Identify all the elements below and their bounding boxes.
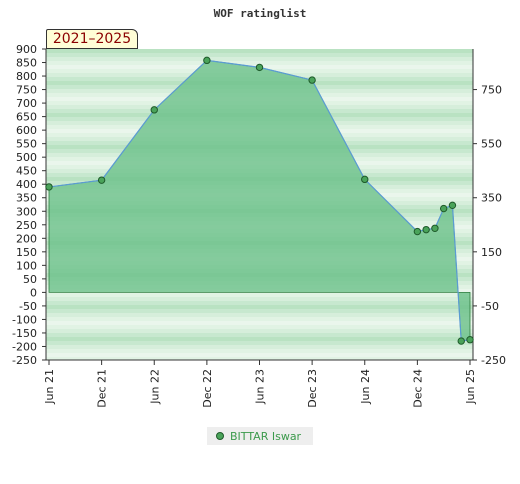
x-tick-label: Dec 22 bbox=[201, 369, 214, 408]
y-left-tick-label: 850 bbox=[16, 57, 37, 70]
data-point bbox=[448, 201, 457, 210]
y-left-tick-label: 900 bbox=[16, 43, 37, 56]
x-tick-label: Jun 21 bbox=[43, 369, 56, 405]
x-tick-label: Jun 24 bbox=[359, 369, 372, 405]
grid-band bbox=[46, 345, 473, 349]
x-tick-label: Jun 23 bbox=[254, 369, 267, 405]
data-point bbox=[466, 336, 474, 344]
x-tick-label: Jun 22 bbox=[148, 369, 161, 405]
period-badge: 2021–2025 bbox=[46, 29, 138, 49]
grid-band bbox=[46, 49, 473, 53]
y-right-tick-label: 550 bbox=[481, 138, 502, 151]
y-right-tick-label: -50 bbox=[481, 300, 499, 313]
grid-band bbox=[46, 305, 473, 309]
grid-band bbox=[46, 321, 473, 325]
y-left-tick-label: 800 bbox=[16, 70, 37, 83]
y-left-tick-label: 750 bbox=[16, 84, 37, 97]
data-point bbox=[431, 224, 439, 232]
y-left-tick-label: 100 bbox=[16, 259, 37, 272]
y-left-tick-label: 600 bbox=[16, 124, 37, 137]
y-right-tick-label: 350 bbox=[481, 192, 502, 205]
y-left-tick-label: 50 bbox=[23, 273, 37, 286]
grid-band bbox=[46, 313, 473, 317]
y-left-tick-label: -250 bbox=[12, 354, 37, 367]
y-left-tick-label: 200 bbox=[16, 232, 37, 245]
grid-band bbox=[46, 337, 473, 341]
grid-band bbox=[46, 297, 473, 301]
data-point bbox=[203, 56, 211, 65]
legend[interactable]: BITTAR Iswar bbox=[207, 427, 313, 445]
grid-band bbox=[46, 293, 473, 297]
y-left-tick-label: 650 bbox=[16, 111, 37, 124]
y-left-tick-label: -50 bbox=[19, 300, 37, 313]
grid-band bbox=[46, 357, 473, 360]
y-axis-right-ticks: 750 550 350 150 -50 -250 bbox=[473, 84, 506, 367]
x-axis-ticks: Jun 21 Dec 21 Jun 22 Dec 22 Jun 23 Dec 23 Jun … bbox=[43, 360, 477, 408]
y-left-tick-label: -100 bbox=[12, 313, 37, 326]
y-left-tick-label: 500 bbox=[16, 151, 37, 164]
legend-marker-icon bbox=[216, 432, 224, 440]
data-point bbox=[45, 183, 53, 191]
y-left-tick-label: 150 bbox=[16, 246, 37, 259]
grid-band bbox=[46, 341, 473, 345]
x-tick-label: Dec 24 bbox=[411, 369, 424, 408]
grid-band bbox=[46, 353, 473, 357]
data-point bbox=[150, 106, 158, 114]
data-point bbox=[255, 63, 264, 72]
y-left-tick-label: 400 bbox=[16, 178, 37, 191]
grid-band bbox=[46, 329, 473, 333]
x-tick-label: Dec 21 bbox=[96, 369, 109, 408]
x-tick-label: Dec 23 bbox=[306, 369, 319, 408]
chart-title: WOF ratinglist bbox=[214, 7, 307, 20]
y-left-tick-label: -200 bbox=[12, 340, 37, 353]
grid-band bbox=[46, 53, 473, 57]
y-left-tick-label: 450 bbox=[16, 165, 37, 178]
data-point bbox=[439, 204, 448, 213]
y-left-tick-label: 700 bbox=[16, 97, 37, 110]
y-left-tick-label: 350 bbox=[16, 192, 37, 205]
grid-band bbox=[46, 333, 473, 337]
data-point bbox=[422, 225, 430, 234]
y-left-tick-label: -150 bbox=[12, 327, 37, 340]
grid-band bbox=[46, 325, 473, 329]
grid-band bbox=[46, 349, 473, 353]
grid-band bbox=[46, 317, 473, 321]
legend-label: BITTAR Iswar bbox=[230, 429, 302, 443]
y-left-tick-label: 300 bbox=[16, 205, 37, 218]
grid-band bbox=[46, 57, 473, 61]
data-point bbox=[361, 175, 369, 184]
y-right-tick-label: -250 bbox=[481, 354, 506, 367]
grid-band bbox=[46, 61, 473, 65]
y-right-tick-label: 750 bbox=[481, 84, 502, 97]
data-point bbox=[413, 227, 422, 236]
y-left-tick-label: 0 bbox=[30, 286, 37, 299]
series-markers bbox=[45, 56, 474, 345]
grid-band bbox=[46, 309, 473, 313]
y-right-tick-label: 150 bbox=[481, 246, 502, 259]
x-tick-label: Jun 25 bbox=[464, 369, 477, 405]
grid-band bbox=[46, 301, 473, 305]
data-point bbox=[457, 337, 465, 345]
y-left-tick-label: 550 bbox=[16, 138, 37, 151]
data-point bbox=[308, 76, 316, 84]
data-point bbox=[97, 176, 106, 184]
y-axis-left-ticks: 9008508007507006506005505004504003503002… bbox=[12, 43, 46, 367]
y-left-tick-label: 250 bbox=[16, 219, 37, 232]
